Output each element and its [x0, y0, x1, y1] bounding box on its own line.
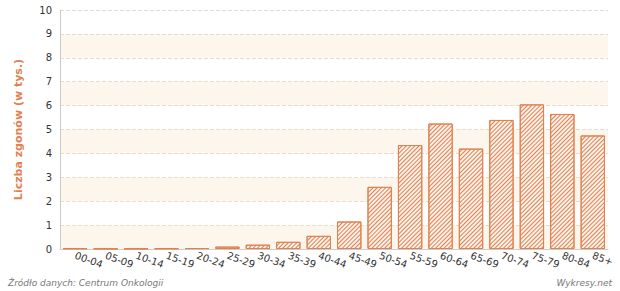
svg-text:55-59: 55-59 [408, 250, 439, 270]
svg-text:0: 0 [46, 244, 52, 255]
svg-text:60-64: 60-64 [439, 250, 470, 270]
svg-text:05-09: 05-09 [104, 250, 135, 270]
svg-text:4: 4 [46, 148, 52, 159]
svg-text:25-29: 25-29 [226, 250, 257, 270]
svg-text:5: 5 [46, 124, 52, 135]
svg-text:20-24: 20-24 [195, 250, 226, 270]
svg-text:8: 8 [46, 52, 52, 63]
svg-text:6: 6 [46, 100, 52, 111]
svg-text:10: 10 [39, 5, 52, 16]
svg-text:65-69: 65-69 [469, 250, 500, 270]
svg-text:Liczba zgonów (w tys.): Liczba zgonów (w tys.) [12, 59, 25, 200]
svg-text:40-44: 40-44 [317, 250, 348, 270]
svg-text:80-84: 80-84 [560, 250, 591, 270]
svg-text:50-54: 50-54 [378, 250, 409, 270]
svg-text:2: 2 [46, 196, 52, 207]
svg-text:85+: 85+ [591, 250, 615, 268]
svg-text:Źródło danych: Centrum Onkolog: Źródło danych: Centrum Onkologii [7, 277, 164, 288]
svg-text:15-19: 15-19 [165, 250, 196, 270]
svg-text:3: 3 [46, 172, 52, 183]
svg-text:00-04: 00-04 [73, 250, 104, 270]
svg-text:1: 1 [46, 220, 52, 231]
svg-text:70-74: 70-74 [500, 250, 531, 270]
svg-text:Wykresy.net: Wykresy.net [556, 278, 612, 288]
svg-text:30-34: 30-34 [256, 250, 287, 270]
svg-text:35-39: 35-39 [286, 250, 317, 270]
svg-text:7: 7 [46, 76, 52, 87]
svg-text:75-79: 75-79 [530, 250, 561, 270]
svg-text:9: 9 [46, 28, 52, 39]
svg-text:45-49: 45-49 [347, 250, 378, 270]
svg-text:10-14: 10-14 [134, 250, 165, 270]
